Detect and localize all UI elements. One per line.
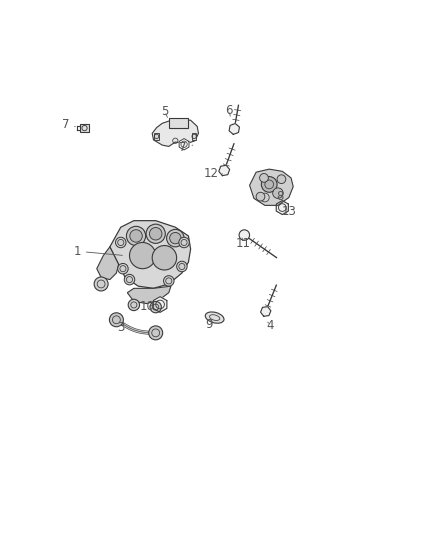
Polygon shape	[179, 139, 189, 150]
Circle shape	[163, 276, 174, 286]
Text: 7: 7	[62, 118, 75, 131]
Circle shape	[146, 224, 165, 244]
Circle shape	[166, 229, 184, 247]
Circle shape	[110, 313, 124, 327]
Text: 1: 1	[73, 245, 122, 258]
Circle shape	[150, 302, 161, 313]
Circle shape	[261, 176, 277, 192]
Polygon shape	[127, 286, 171, 304]
Circle shape	[149, 228, 162, 240]
Text: 5: 5	[161, 105, 168, 118]
Polygon shape	[261, 306, 271, 316]
Circle shape	[170, 232, 181, 244]
Circle shape	[179, 237, 189, 248]
Text: 4: 4	[266, 319, 274, 332]
Circle shape	[177, 261, 187, 272]
Text: 13: 13	[282, 205, 296, 218]
Circle shape	[260, 174, 268, 182]
Text: 9: 9	[206, 318, 213, 330]
Circle shape	[130, 230, 142, 242]
Circle shape	[149, 326, 162, 340]
Polygon shape	[169, 118, 188, 128]
Bar	[154, 133, 159, 140]
Bar	[80, 124, 89, 132]
Circle shape	[116, 237, 126, 248]
Polygon shape	[110, 221, 191, 288]
Text: 6: 6	[225, 104, 233, 117]
Circle shape	[128, 299, 140, 311]
Polygon shape	[229, 124, 240, 134]
Bar	[192, 133, 196, 140]
Circle shape	[239, 230, 250, 240]
Polygon shape	[250, 169, 293, 205]
Circle shape	[130, 243, 155, 269]
Polygon shape	[219, 165, 230, 175]
Polygon shape	[276, 200, 288, 215]
Text: 3: 3	[117, 321, 124, 334]
Circle shape	[277, 175, 286, 183]
Text: 11: 11	[236, 237, 251, 250]
Circle shape	[118, 263, 128, 274]
Text: 7: 7	[179, 141, 193, 154]
Circle shape	[256, 192, 265, 201]
Circle shape	[124, 274, 135, 285]
Circle shape	[127, 227, 146, 246]
Circle shape	[94, 277, 108, 291]
Ellipse shape	[205, 312, 224, 323]
Circle shape	[152, 246, 177, 270]
Circle shape	[273, 188, 283, 198]
Text: 8: 8	[274, 190, 284, 203]
Text: 10: 10	[140, 300, 155, 313]
Text: 12: 12	[204, 167, 223, 180]
Polygon shape	[153, 297, 167, 312]
Polygon shape	[97, 247, 119, 280]
Polygon shape	[152, 119, 198, 147]
